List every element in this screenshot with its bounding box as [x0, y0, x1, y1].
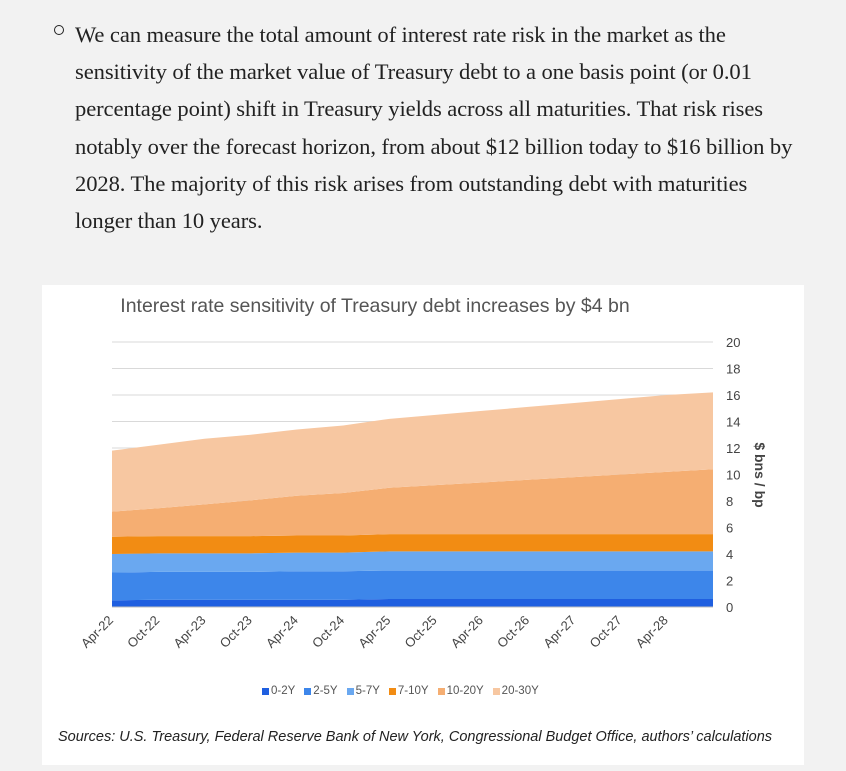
y-tick-label: 6 [726, 521, 733, 536]
legend-label: 7-10Y [397, 685, 429, 697]
x-tick-label: Oct-25 [402, 613, 440, 651]
legend-swatch [388, 687, 396, 695]
x-tick-label: Apr-26 [448, 613, 486, 651]
legend-label: 0-2Y [271, 685, 296, 697]
legend-item-0-2Y: 0-2Y [262, 685, 295, 697]
legend-item-5-7Y: 5-7Y [346, 685, 380, 697]
y-tick-label: 16 [726, 388, 740, 403]
chart-legend: 0-2Y 2-5Y 5-7Y 7-10Y 10-20Y 20-30Y [262, 685, 539, 697]
y-tick-label: 4 [726, 547, 733, 562]
legend-swatch [346, 687, 354, 695]
x-tick-label: Apr-23 [170, 613, 208, 651]
chart-title: Interest rate sensitivity of Treasury de… [120, 295, 630, 317]
legend-item-2-5Y: 2-5Y [304, 685, 338, 697]
x-tick-label: Apr-24 [263, 613, 301, 651]
x-tick-label: Oct-24 [309, 613, 347, 651]
y-tick-label: 12 [726, 441, 740, 456]
y-tick-label: 14 [726, 415, 740, 430]
area-series-5-7Y [112, 551, 713, 573]
y-axis-label: $ bns / bp [752, 442, 768, 507]
chart-source: Sources: U.S. Treasury, Federal Reserve … [58, 729, 773, 745]
legend-label: 10-20Y [446, 685, 484, 697]
legend-swatch [304, 687, 312, 695]
area-series-2-5Y [112, 570, 713, 601]
legend-item-20-30Y: 20-30Y [492, 685, 539, 697]
y-tick-label: 18 [726, 362, 740, 377]
legend-label: 5-7Y [355, 685, 380, 697]
x-tick-label: Oct-27 [586, 613, 624, 651]
legend-label: 20-30Y [501, 685, 539, 697]
x-tick-label: Apr-27 [540, 613, 578, 651]
area-series-10-20Y [112, 469, 713, 537]
chart-card: Interest rate sensitivity of Treasury de… [42, 285, 804, 765]
area-series-7-10Y [112, 534, 713, 554]
y-tick-label: 2 [726, 574, 733, 589]
y-tick-label: 8 [726, 494, 733, 509]
x-tick-label: Oct-26 [494, 613, 532, 651]
area-series-0-2Y [112, 599, 713, 607]
x-tick-label: Apr-25 [355, 613, 393, 651]
x-tick-label: Apr-22 [78, 613, 116, 651]
legend-item-7-10Y: 7-10Y [388, 685, 429, 697]
x-tick-label: Apr-28 [633, 613, 671, 651]
x-tick-label: Oct-22 [124, 613, 162, 651]
y-tick-label: 20 [726, 335, 740, 350]
legend-swatch [437, 687, 445, 695]
legend-label: 2-5Y [313, 685, 338, 697]
legend-item-10-20Y: 10-20Y [437, 685, 484, 697]
legend-swatch [492, 687, 500, 695]
y-tick-label: 10 [726, 468, 740, 483]
x-tick-label: Oct-23 [217, 613, 255, 651]
bullet-circle-icon [54, 25, 64, 35]
legend-swatch [262, 687, 269, 695]
bullet-text: We can measure the total amount of inter… [75, 22, 793, 234]
y-tick-label: 0 [726, 600, 733, 615]
area-series-20-30Y [112, 392, 713, 512]
